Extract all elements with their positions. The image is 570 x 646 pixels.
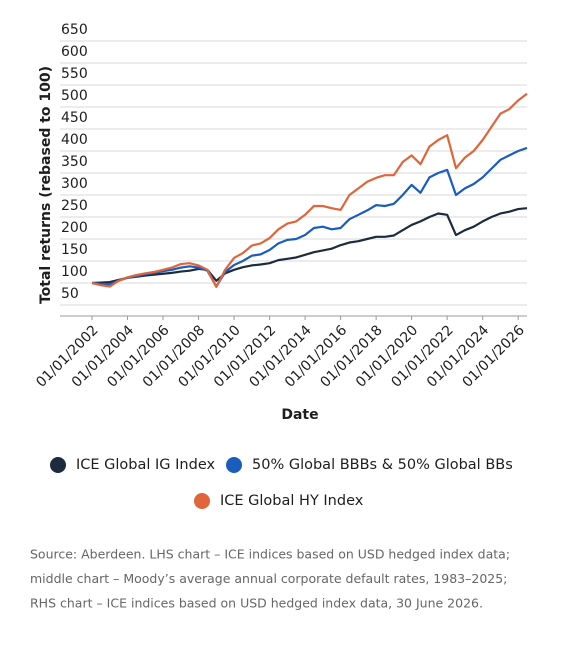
- x-axis-label: Date: [281, 407, 318, 423]
- legend-label: 50% Global BBBs & 50% Global BBs: [252, 457, 513, 473]
- y-axis-label: Total returns (rebased to 100): [38, 66, 54, 304]
- legend-marker: [226, 457, 242, 473]
- y-tick-label: 450: [61, 110, 88, 126]
- source-note: RHS chart – ICE indices based on USD hed…: [30, 596, 483, 611]
- y-tick-label: 350: [61, 154, 88, 170]
- y-tick-label: 250: [61, 198, 88, 214]
- source-note: middle chart – Moody’s average annual co…: [30, 571, 507, 586]
- y-tick-label: 200: [61, 220, 88, 236]
- series-line: [91, 207, 528, 285]
- series-line: [91, 146, 528, 288]
- y-tick-label: 650: [61, 22, 88, 38]
- y-tick-label: 600: [61, 44, 88, 60]
- legend-marker: [50, 457, 66, 473]
- y-tick-label: 50: [61, 286, 79, 302]
- y-tick-label: 100: [61, 264, 88, 280]
- legend-marker: [194, 493, 210, 509]
- series-line: [91, 92, 528, 289]
- y-tick-label: 300: [61, 176, 88, 192]
- y-tick-label: 500: [61, 88, 88, 104]
- y-tick-label: 400: [61, 132, 88, 148]
- source-note: Source: Aberdeen. LHS chart – ICE indice…: [30, 547, 510, 562]
- legend-label: ICE Global HY Index: [220, 493, 364, 509]
- y-tick-label: 550: [61, 66, 88, 82]
- legend-label: ICE Global IG Index: [76, 457, 215, 473]
- y-tick-label: 150: [61, 242, 88, 258]
